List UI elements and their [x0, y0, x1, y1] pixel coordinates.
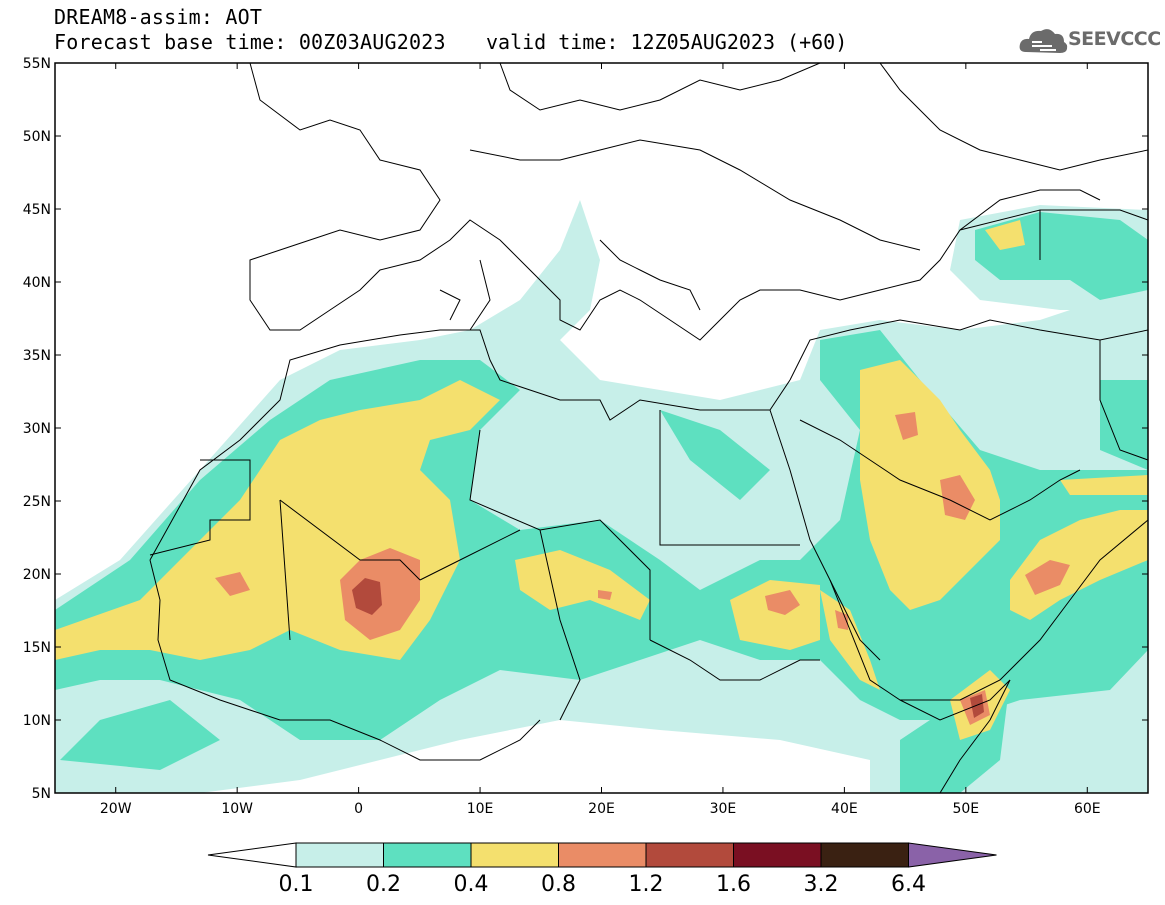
colorbar-segment — [733, 842, 822, 868]
lat-tick-label: 5N — [32, 786, 51, 802]
lon-tick-label: 50E — [952, 801, 979, 817]
longitude-axis: 20W 10W 0 10E 20E 30E 40E 50E 60E — [100, 63, 1101, 817]
lon-tick-label: 10E — [467, 801, 494, 817]
cloud-icon — [1019, 29, 1068, 53]
lat-tick-label: 30N — [23, 421, 51, 437]
colorbar-high-arrow — [908, 842, 997, 868]
lat-tick-label: 15N — [23, 640, 51, 656]
lat-tick-label: 10N — [23, 713, 51, 729]
colorbar-low-arrow — [207, 842, 297, 868]
lat-tick-label: 40N — [23, 275, 51, 291]
colorbar-label: 0.2 — [366, 872, 401, 897]
colorbar-label: 1.6 — [716, 872, 751, 897]
lat-tick-label: 25N — [23, 494, 51, 510]
colorbar-segment — [820, 842, 909, 868]
colorbar-label: 0.8 — [541, 872, 576, 897]
colorbar-segment — [295, 842, 384, 868]
lat-tick-label: 35N — [23, 348, 51, 364]
colorbar-segment — [558, 842, 647, 868]
colorbar-label: 0.4 — [454, 872, 489, 897]
latitude-axis: 55N 50N 45N 40N 35N 30N 25N 20N 15N 10N 5N — [23, 56, 1148, 802]
lon-tick-label: 30E — [710, 801, 737, 817]
colorbar-label: 6.4 — [891, 872, 926, 897]
lat-tick-label: 20N — [23, 567, 51, 583]
colorbar-segment — [645, 842, 734, 868]
lon-tick-label: 0 — [354, 801, 363, 817]
colorbar-label: 0.1 — [279, 872, 314, 897]
valid-time: valid time: 12Z05AUG2023 (+60) — [486, 30, 848, 54]
colorbar: 0.1 0.2 0.4 0.8 1.2 1.6 3.2 6.4 — [207, 842, 997, 897]
lat-tick-label: 50N — [23, 129, 51, 145]
colorbar-segment — [383, 842, 472, 868]
aot-field — [55, 63, 1148, 793]
lon-tick-label: 20E — [588, 801, 615, 817]
colorbar-label: 3.2 — [804, 872, 839, 897]
lon-tick-label: 40E — [831, 801, 858, 817]
colorbar-label: 1.2 — [629, 872, 664, 897]
forecast-base-time: Forecast base time: 00Z03AUG2023 — [54, 30, 446, 54]
lon-tick-label: 20W — [100, 801, 132, 817]
map-title: DREAM8-assim: AOT — [54, 5, 263, 29]
logo-text: SEEVCCC — [1068, 28, 1161, 50]
lat-tick-label: 45N — [23, 202, 51, 218]
lon-tick-label: 60E — [1074, 801, 1101, 817]
colorbar-segment — [470, 842, 559, 868]
lon-tick-label: 10W — [221, 801, 253, 817]
lat-tick-label: 55N — [23, 56, 51, 72]
